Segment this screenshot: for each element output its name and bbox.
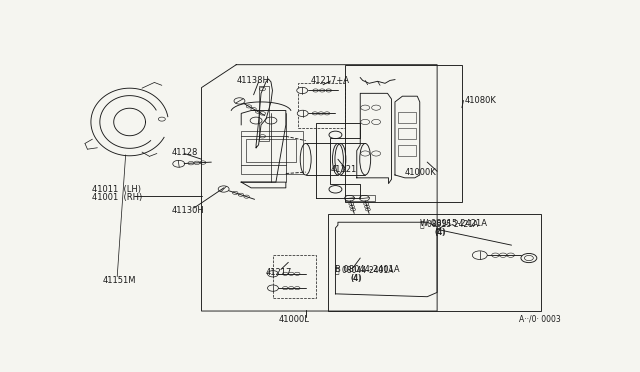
Text: 41011  (LH): 41011 (LH) <box>92 185 141 194</box>
Bar <box>298 83 346 128</box>
Text: A··/0· 0003: A··/0· 0003 <box>520 315 561 324</box>
Bar <box>328 214 541 311</box>
Bar <box>399 112 416 124</box>
Text: 41130H: 41130H <box>172 206 205 215</box>
Circle shape <box>268 285 278 291</box>
Text: (4): (4) <box>435 228 446 237</box>
Circle shape <box>344 195 355 201</box>
Text: 41151M: 41151M <box>102 276 136 285</box>
Circle shape <box>173 160 185 167</box>
Bar <box>246 139 296 162</box>
Text: (4): (4) <box>350 273 361 283</box>
Text: 41080K: 41080K <box>465 96 496 105</box>
Text: 41138H: 41138H <box>236 76 269 85</box>
Text: B 08044-2401A: B 08044-2401A <box>335 265 400 274</box>
Text: Ⓑ 08044-2401A: Ⓑ 08044-2401A <box>335 265 394 274</box>
Text: 41128: 41128 <box>172 148 198 157</box>
Text: (4): (4) <box>350 273 362 283</box>
Text: (4): (4) <box>435 228 445 237</box>
Circle shape <box>297 110 308 116</box>
Bar <box>346 195 375 201</box>
Bar <box>399 128 416 139</box>
Bar <box>241 131 303 173</box>
Text: 41001  (RH): 41001 (RH) <box>92 193 143 202</box>
Circle shape <box>360 195 369 201</box>
Circle shape <box>234 98 245 104</box>
Circle shape <box>268 271 278 277</box>
Text: 41217: 41217 <box>266 268 292 277</box>
Text: 41217+A: 41217+A <box>310 76 349 85</box>
Text: 41121: 41121 <box>330 165 356 174</box>
Bar <box>399 145 416 156</box>
Text: W 08915-2421A: W 08915-2421A <box>420 219 487 228</box>
Circle shape <box>218 186 229 192</box>
Circle shape <box>472 251 487 260</box>
Circle shape <box>297 87 308 94</box>
Bar <box>259 86 269 141</box>
Text: 41000L: 41000L <box>278 315 309 324</box>
Bar <box>273 255 316 298</box>
Text: Ⓡ 08915-2421A: Ⓡ 08915-2421A <box>420 219 478 228</box>
Text: 41000K: 41000K <box>405 168 436 177</box>
Bar <box>346 65 462 202</box>
